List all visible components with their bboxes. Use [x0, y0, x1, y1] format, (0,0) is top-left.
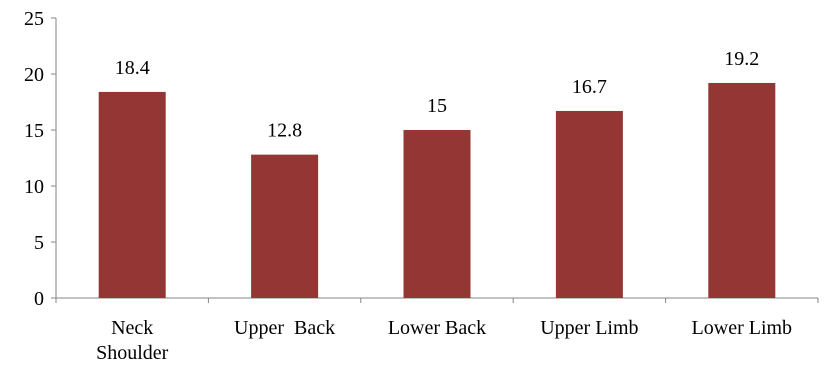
category-label: Upper Back	[234, 317, 335, 339]
bar	[98, 91, 166, 298]
y-tick-label: 15	[24, 120, 44, 142]
y-tick-label: 20	[24, 64, 44, 86]
bars	[98, 82, 776, 299]
bar	[403, 130, 471, 298]
data-label: 16.7	[572, 76, 607, 98]
category-label: Lower Limb	[692, 317, 793, 339]
category-label: Upper Limb	[540, 317, 638, 339]
category-label: Lower Back	[388, 317, 486, 339]
bar	[555, 110, 623, 299]
y-tick-label: 10	[24, 176, 44, 198]
labels: 0 5 10 15 20 25 18.4 Neck Shoulder 12.8 Upper Back…	[24, 8, 792, 364]
category-label-line: Neck	[111, 317, 153, 339]
category-label-line: Lower Limb	[692, 317, 793, 339]
bar	[251, 154, 319, 298]
y-tick-label: 0	[34, 288, 44, 310]
y-tick-label: 5	[34, 232, 44, 254]
bar	[708, 82, 776, 299]
data-label: 18.4	[115, 57, 150, 79]
data-label: 12.8	[267, 120, 302, 142]
data-label: 19.2	[724, 48, 759, 70]
category-label-line: Lower Back	[388, 317, 486, 339]
category-label-line: Upper Limb	[540, 317, 638, 339]
category-label: Neck Shoulder	[96, 317, 169, 364]
data-label: 15	[427, 95, 447, 117]
y-tick-label: 25	[24, 8, 44, 30]
category-label-line: Upper Back	[234, 317, 335, 339]
category-label-line: Shoulder	[96, 342, 169, 364]
